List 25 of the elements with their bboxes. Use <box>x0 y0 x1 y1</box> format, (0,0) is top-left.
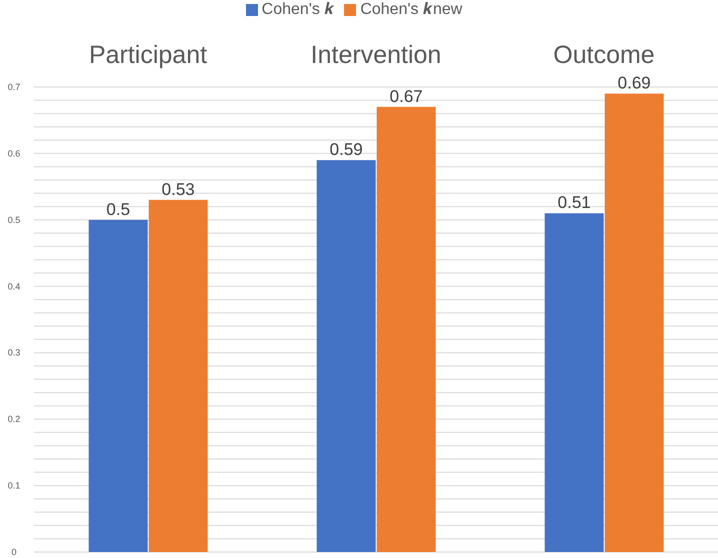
bar <box>148 200 208 552</box>
x-tick-label: Participant <box>88 41 208 69</box>
data-label: 0.5 <box>106 200 130 219</box>
x-tick-label: Outcome <box>553 41 655 69</box>
y-tick-label: 0.4 <box>8 281 20 292</box>
legend-label: Cohen's 𝒌 <box>262 1 334 18</box>
y-tick-label: 0.3 <box>8 348 20 358</box>
legend-label: Cohen's 𝒌new <box>360 1 462 18</box>
data-label: 0.69 <box>618 74 651 93</box>
data-label: 0.67 <box>390 86 423 106</box>
y-tick-label: 0.2 <box>8 414 20 424</box>
data-label: 0.59 <box>330 140 363 160</box>
data-label: 0.53 <box>162 180 195 199</box>
bar <box>376 106 436 552</box>
y-tick-label: 0.1 <box>8 480 20 491</box>
y-tick-label: 0.7 <box>8 82 20 92</box>
y-tick-label: 0 <box>11 547 17 557</box>
x-tick-label: Intervention <box>310 41 442 69</box>
bar <box>316 160 376 552</box>
bar <box>604 94 664 552</box>
bar <box>88 220 148 552</box>
bar <box>544 213 604 552</box>
y-tick-label: 0.5 <box>8 214 20 225</box>
data-label: 0.51 <box>558 193 591 212</box>
y-tick-label: 0.6 <box>8 148 20 158</box>
